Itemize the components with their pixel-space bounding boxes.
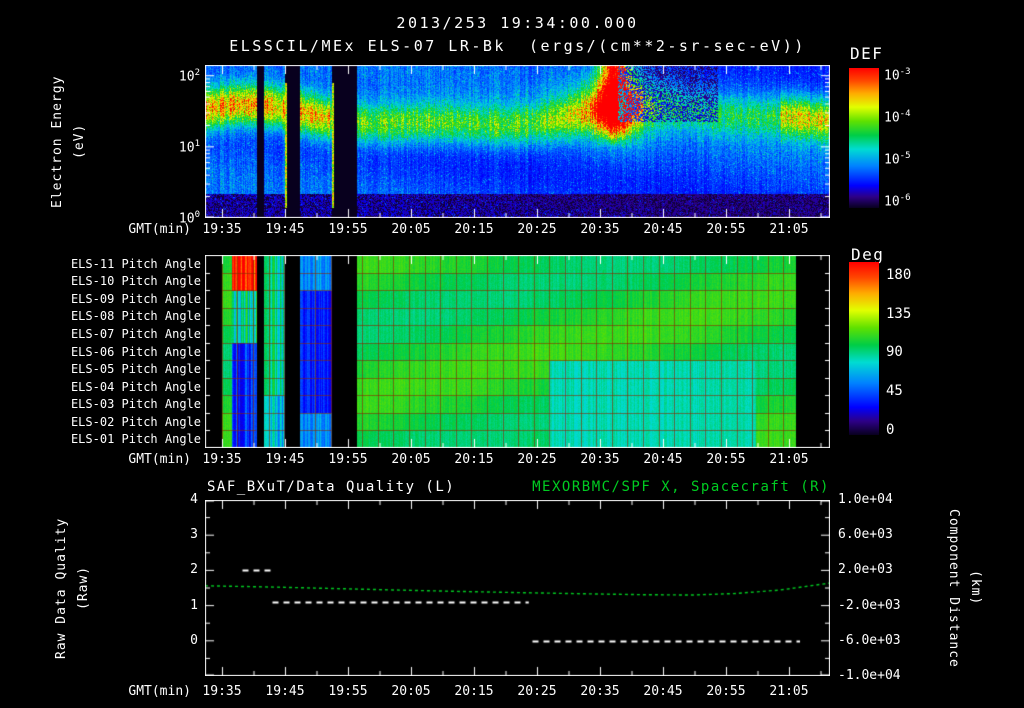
gmt-axis-label-top: GMT(min) <box>128 222 191 237</box>
electron-energy-axis-label: Electron Energy <box>50 75 65 208</box>
time-tick-label: 19:55 <box>328 684 368 699</box>
pitch-row-label: ELS-08 Pitch Angle <box>70 309 201 324</box>
time-tick-labels-bottom: 19:35 19:45 19:55 20:05 20:15 20:25 20:35 20:45… <box>202 684 830 700</box>
gmt-axis-label-bottom: GMT(min) <box>128 684 191 699</box>
raw-data-quality-axis-unit: (Raw) <box>76 565 91 611</box>
def-tick-label: 10-6 <box>884 193 911 210</box>
quality-tick-label: 3 <box>190 527 198 543</box>
deg-colorbar-title: Deg <box>851 245 885 264</box>
time-tick-label: 20:05 <box>391 684 431 699</box>
pitch-row-label: ELS-04 Pitch Angle <box>70 379 201 394</box>
time-tick-label: 20:15 <box>454 452 494 467</box>
time-tick-label: 19:45 <box>265 452 305 467</box>
time-tick-labels-top: 19:35 19:45 19:55 20:05 20:15 20:25 20:35 20:45… <box>202 222 830 238</box>
time-tick-label: 20:15 <box>454 684 494 699</box>
time-tick-label: 19:35 <box>202 684 242 699</box>
quality-tick-label: 4 <box>190 492 198 507</box>
time-tick-label: 19:45 <box>265 222 305 237</box>
gmt-axis-label-middle: GMT(min) <box>128 452 191 467</box>
time-tick-label: 19:45 <box>265 684 305 699</box>
pitch-row-label: ELS-05 Pitch Angle <box>70 362 201 377</box>
pitch-angle-heatmap <box>205 255 830 448</box>
energy-tick-label: 101 <box>178 138 200 156</box>
quality-tick-label: 1 <box>190 597 198 613</box>
time-tick-label: 20:55 <box>706 222 746 237</box>
time-tick-label: 20:55 <box>706 684 746 699</box>
bottom-right-title: MEXORBMC/SPF X, Spacecraft (R) <box>532 479 830 495</box>
deg-tick-label: 0 <box>886 421 895 438</box>
pitch-row-label: ELS-11 Pitch Angle <box>70 256 201 271</box>
time-tick-label: 20:05 <box>391 452 431 467</box>
time-tick-label: 21:05 <box>769 684 809 699</box>
pitch-row-label: ELS-02 Pitch Angle <box>70 414 201 429</box>
time-tick-label: 20:25 <box>517 452 557 467</box>
pitch-row-label: ELS-09 Pitch Angle <box>70 291 201 306</box>
electron-energy-axis-unit: (eV) <box>72 123 87 160</box>
time-tick-label: 20:55 <box>706 452 746 467</box>
distance-tick-label: -2.0e+03 <box>838 597 901 613</box>
distance-tick-label: 1.0e+04 <box>838 492 893 507</box>
plot-title: ELSSCIL/MEx ELS-07 LR-Bk (ergs/(cm**2-sr… <box>229 37 806 55</box>
def-colorbar-title: DEF <box>850 44 884 63</box>
deg-tick-label: 45 <box>886 383 903 400</box>
time-tick-label: 19:35 <box>202 452 242 467</box>
pitch-row-label: ELS-06 Pitch Angle <box>70 344 201 359</box>
deg-colorbar <box>849 262 879 435</box>
pitch-row-label: ELS-07 Pitch Angle <box>70 326 201 341</box>
def-tick-label: 10-3 <box>884 67 911 84</box>
time-tick-labels-middle: 19:35 19:45 19:55 20:05 20:15 20:25 20:35 20:45… <box>202 452 830 468</box>
time-tick-label: 20:05 <box>391 222 431 237</box>
electron-energy-spectrogram <box>205 65 830 218</box>
quality-distance-plot <box>205 500 830 676</box>
time-tick-label: 21:05 <box>769 222 809 237</box>
distance-tick-label: -6.0e+03 <box>838 632 901 648</box>
deg-tick-label: 135 <box>886 305 912 322</box>
pitch-row-label: ELS-01 Pitch Angle <box>70 432 201 447</box>
time-tick-label: 20:35 <box>580 684 620 699</box>
time-tick-label: 19:55 <box>328 452 368 467</box>
def-colorbar <box>849 68 879 208</box>
deg-tick-label: 90 <box>886 344 903 361</box>
time-tick-label: 20:15 <box>454 222 494 237</box>
component-distance-axis-unit: (km) <box>968 570 983 606</box>
bottom-left-title: SAF_BXuT/Data Quality (L) <box>207 479 456 495</box>
time-tick-label: 20:35 <box>580 222 620 237</box>
time-tick-label: 20:25 <box>517 684 557 699</box>
pitch-row-label: ELS-10 Pitch Angle <box>70 274 201 289</box>
raw-data-quality-axis-label: Raw Data Quality <box>54 517 69 659</box>
time-tick-label: 20:45 <box>643 222 683 237</box>
time-tick-label: 19:35 <box>202 222 242 237</box>
def-tick-label: 10-4 <box>884 109 911 126</box>
energy-tick-label: 102 <box>178 67 200 84</box>
time-tick-label: 19:55 <box>328 222 368 237</box>
quality-tick-label: 2 <box>190 562 198 578</box>
def-tick-label: 10-5 <box>884 151 911 168</box>
time-tick-label: 20:35 <box>580 452 620 467</box>
distance-tick-label: 6.0e+03 <box>838 527 893 543</box>
quality-tick-label: 0 <box>190 632 198 648</box>
time-tick-label: 20:25 <box>517 222 557 237</box>
distance-tick-label: 2.0e+03 <box>838 562 893 578</box>
component-distance-axis-label: Component Distance <box>946 508 961 668</box>
time-tick-label: 21:05 <box>769 452 809 467</box>
time-tick-label: 20:45 <box>643 684 683 699</box>
deg-tick-label: 180 <box>886 266 912 283</box>
timestamp: 2013/253 19:34:00.000 <box>396 14 639 32</box>
time-tick-label: 20:45 <box>643 452 683 467</box>
pitch-row-label: ELS-03 Pitch Angle <box>70 397 201 412</box>
distance-tick-label: -1.0e+04 <box>838 668 901 683</box>
